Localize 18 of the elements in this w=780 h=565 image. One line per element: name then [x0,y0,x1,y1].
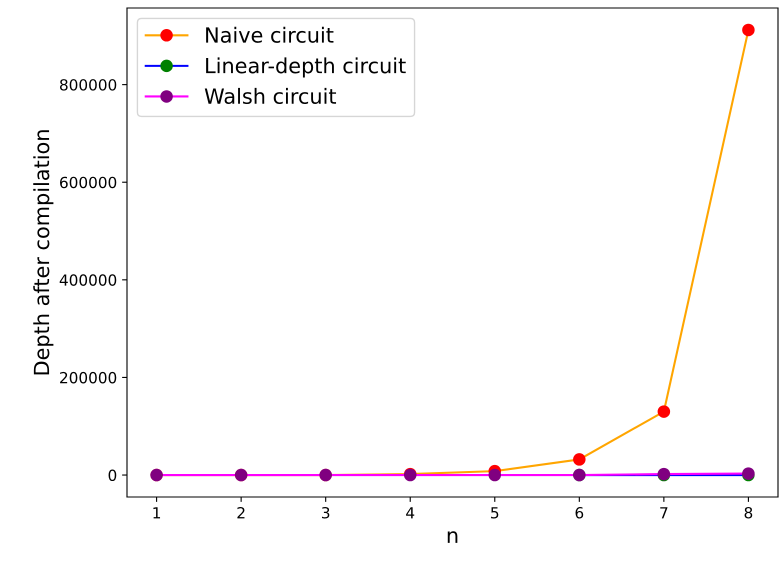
x-axis-title: n [448,531,458,543]
x-tick-label: 4 [406,507,414,518]
y-axis-title: Depth after compilation [33,130,54,374]
x-tick-label: 7 [660,507,668,518]
y-tick-label: 200000 [60,372,116,384]
legend-label: Naive circuit [206,26,334,43]
x-tick-label: 1 [153,507,160,518]
x-tick-label: 2 [237,506,244,518]
y-tick-label: 600000 [60,176,116,188]
x-tick-label: 6 [576,506,584,519]
y-tick-label: 0 [108,470,116,482]
legend-label: Walsh circuit [204,88,336,104]
x-tick-label: 5 [491,507,498,519]
y-tick-label: 400000 [60,274,116,286]
x-tick-label: 8 [744,506,752,519]
legend-label: Linear-depth circuit [206,57,406,78]
y-tick-label: 800000 [60,79,116,91]
x-tick-label: 3 [322,506,330,519]
